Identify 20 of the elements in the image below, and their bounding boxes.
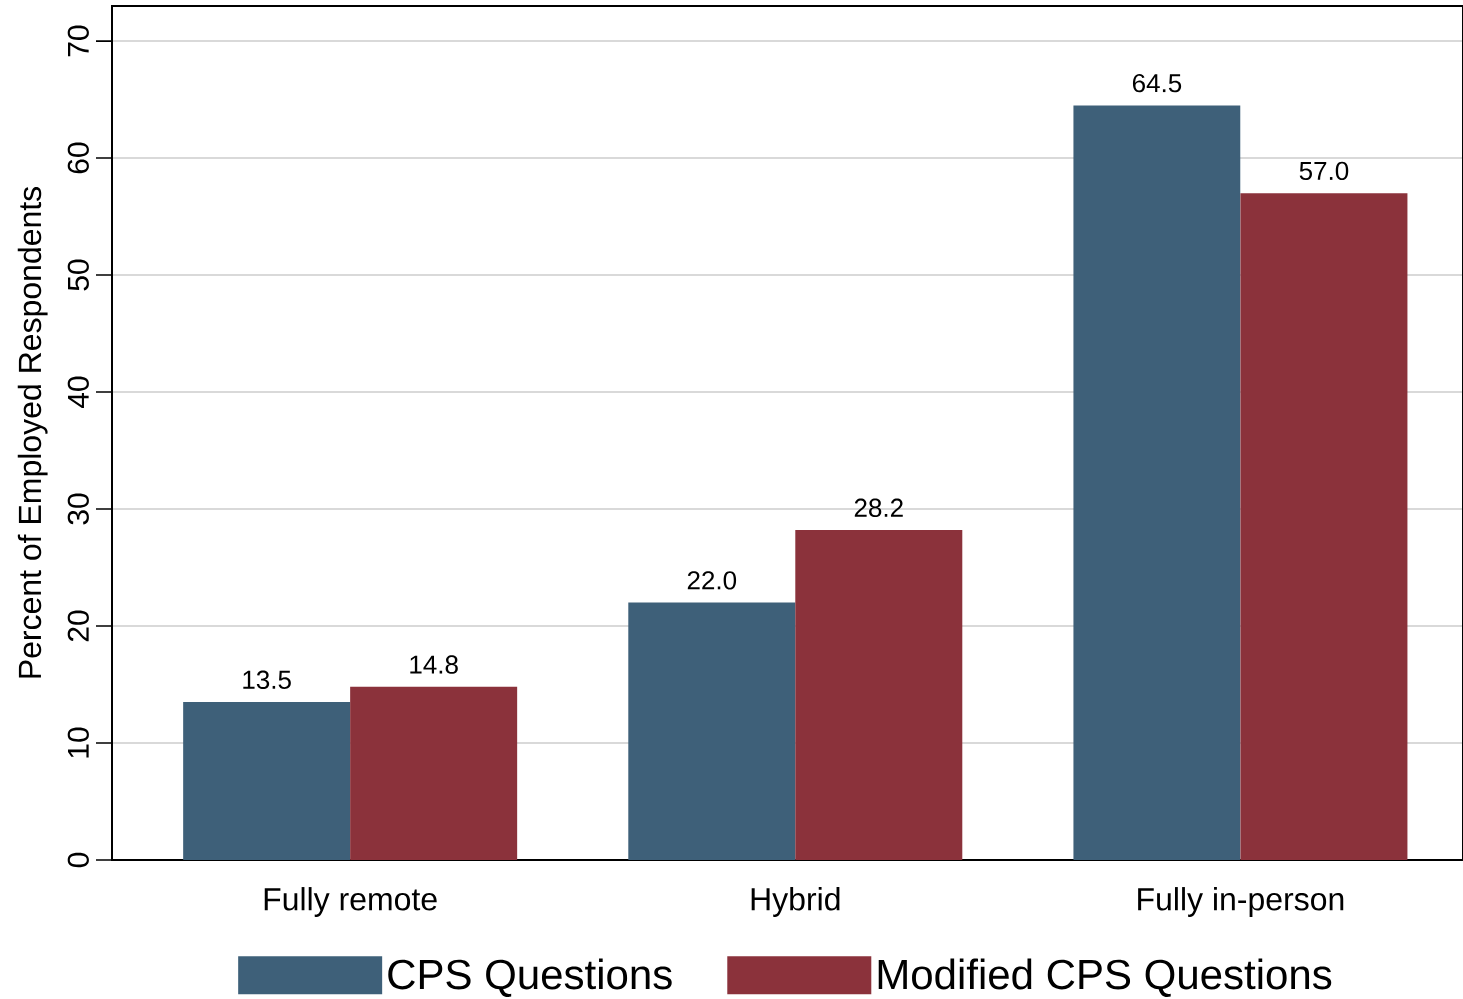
y-tick-label: 30 xyxy=(67,493,89,525)
data-label: 22.0 xyxy=(687,571,737,590)
y-tick-label: 40 xyxy=(67,376,89,409)
data-label: 57.0 xyxy=(1299,161,1349,181)
x-tick-label: Hybrid xyxy=(751,887,840,917)
data-label: 28.2 xyxy=(854,498,903,518)
y-tick-label: 0 xyxy=(67,852,89,868)
data-label: 64.5 xyxy=(1132,73,1182,93)
x-tick-label: Fully in-person xyxy=(1138,887,1344,917)
data-label: 13.5 xyxy=(243,670,291,689)
y-tick-label: 70 xyxy=(67,25,89,57)
y-tick-label: 10 xyxy=(67,727,89,758)
y-tick-label: 60 xyxy=(67,142,89,174)
y-tick-label: 20 xyxy=(67,610,89,642)
y-tick-label: 50 xyxy=(67,259,89,291)
data-label: 14.8 xyxy=(410,655,458,674)
x-tick-label: Fully remote xyxy=(264,887,437,917)
legend-label: Modified CPS Questions xyxy=(878,958,1332,997)
legend-label: CPS Questions xyxy=(388,958,672,997)
y-axis-title: Percent of Employed Respondents xyxy=(17,186,48,678)
